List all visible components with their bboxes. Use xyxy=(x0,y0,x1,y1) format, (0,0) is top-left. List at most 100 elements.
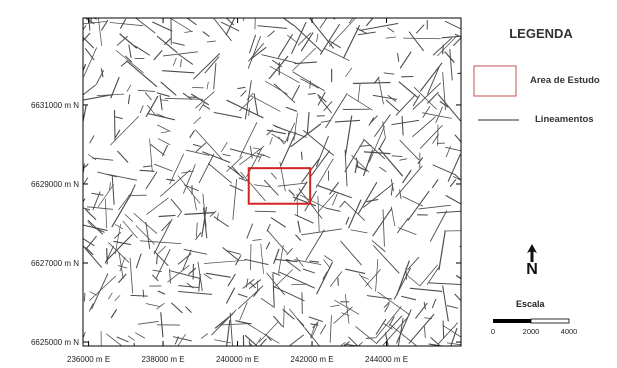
lineament xyxy=(277,34,293,58)
lineament xyxy=(278,271,315,289)
lineament xyxy=(97,18,103,46)
lineament xyxy=(407,190,430,221)
lineament xyxy=(301,228,342,236)
lineament xyxy=(409,287,443,292)
lineament xyxy=(242,335,245,346)
lineament xyxy=(395,165,423,198)
lineament xyxy=(408,313,435,344)
lineament xyxy=(248,339,251,346)
lineament xyxy=(256,152,265,157)
lineament xyxy=(169,268,171,284)
lineament xyxy=(182,249,192,271)
x-tick-label: 242000 m E xyxy=(290,355,333,364)
lineament xyxy=(244,335,258,346)
legend: LEGENDA Area de Estudo Lineamentos xyxy=(473,26,600,125)
lineament xyxy=(320,120,332,123)
lineament xyxy=(145,303,160,307)
lineament xyxy=(419,264,438,286)
lineament xyxy=(300,32,314,52)
lineament xyxy=(110,116,139,146)
lineament xyxy=(384,303,390,313)
lineament xyxy=(226,319,231,346)
lineament xyxy=(272,285,305,302)
lineament xyxy=(247,35,261,69)
lineament xyxy=(89,135,95,144)
lineament xyxy=(371,240,386,252)
lineament xyxy=(372,245,400,274)
lineament xyxy=(415,302,428,319)
lineament xyxy=(266,129,273,136)
lineament xyxy=(249,34,257,54)
lineament xyxy=(344,115,353,157)
lineament xyxy=(427,91,439,104)
map-panel: 236000 m E 238000 m E 240000 m E 242000 m E… xyxy=(31,17,462,364)
lineament xyxy=(449,48,453,81)
lineament xyxy=(155,249,171,280)
lineament xyxy=(442,285,449,322)
lineament xyxy=(422,112,452,119)
lineament xyxy=(294,214,314,224)
lineament xyxy=(344,200,366,221)
lineament xyxy=(195,222,198,238)
lineament xyxy=(442,324,461,338)
lineament xyxy=(193,116,202,124)
lineament xyxy=(293,24,322,52)
lineament xyxy=(401,116,404,136)
lineament xyxy=(429,210,448,242)
lineament xyxy=(83,84,96,96)
lineament xyxy=(334,119,361,123)
lineament xyxy=(113,240,132,246)
lineament xyxy=(297,220,301,233)
lineament xyxy=(248,43,264,62)
lineament xyxy=(229,312,233,346)
lineament xyxy=(426,265,440,285)
lineament xyxy=(195,232,202,241)
lineament xyxy=(83,224,108,231)
lineament xyxy=(294,61,318,65)
lineament xyxy=(348,199,362,229)
lineament xyxy=(164,97,204,100)
lineament xyxy=(83,105,87,125)
lineament xyxy=(289,308,313,339)
lineament xyxy=(374,114,391,137)
lineament xyxy=(160,81,177,96)
lineament xyxy=(83,207,91,211)
lineament xyxy=(183,248,208,255)
lineament xyxy=(315,158,334,189)
lineament xyxy=(315,135,329,167)
lineament xyxy=(178,285,199,289)
lineament xyxy=(408,31,424,52)
lineament xyxy=(83,25,87,31)
lineament xyxy=(257,25,287,29)
lineament xyxy=(379,166,387,173)
legend-title: LEGENDA xyxy=(509,26,573,41)
lineament xyxy=(261,54,296,64)
lineament xyxy=(104,245,114,264)
lineament xyxy=(430,337,442,346)
lineament xyxy=(454,173,461,181)
lineament xyxy=(402,169,412,184)
lineament xyxy=(127,94,131,105)
lineament xyxy=(428,282,461,286)
lineament xyxy=(83,245,102,268)
lineament xyxy=(246,322,280,344)
lineament xyxy=(206,40,216,43)
lineament xyxy=(201,206,207,238)
lineament xyxy=(83,36,94,49)
lineament xyxy=(193,53,221,80)
lineament xyxy=(202,151,231,163)
lineament xyxy=(188,267,196,275)
lineament xyxy=(422,105,431,118)
lineament xyxy=(250,47,267,60)
lineament xyxy=(248,108,251,116)
lineament xyxy=(195,91,215,109)
lineament xyxy=(239,301,248,321)
lineament xyxy=(170,302,183,314)
lineament xyxy=(453,37,461,46)
lineament xyxy=(119,256,126,272)
lineament xyxy=(399,51,412,69)
lineament xyxy=(273,248,280,264)
lineament xyxy=(177,175,201,204)
lineament xyxy=(277,182,308,187)
lineament xyxy=(270,172,277,180)
